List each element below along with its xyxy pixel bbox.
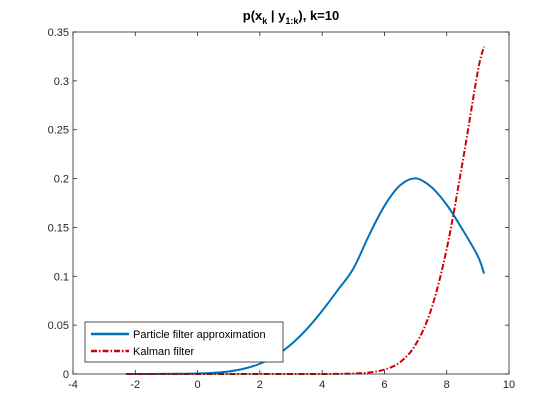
y-ticks-group: 0 0.05 0.1 0.15 0.2 0.25 0.3 0.35	[48, 27, 69, 381]
legend-label-kalman-filter: Kalman filter	[133, 346, 194, 358]
x-ticks-group: -4 -2 0 2 4 6 8 10	[68, 379, 515, 391]
axes-box	[72, 31, 510, 375]
axes-group	[72, 31, 510, 375]
x-tick-label: -4	[68, 379, 78, 391]
x-tick-label: 0	[195, 379, 201, 391]
x-tick-label: 8	[444, 379, 450, 391]
legend-label-particle-filter: Particle filter approximation	[133, 329, 266, 341]
x-tick-label: -2	[130, 379, 140, 391]
legend: Particle filter approximation Kalman fil…	[84, 321, 284, 363]
y-tick-label: 0.35	[48, 27, 69, 39]
y-tick-label: 0.2	[54, 174, 69, 186]
legend-box	[84, 321, 284, 363]
x-tick-label: 6	[381, 379, 387, 391]
plot-area	[73, 32, 509, 374]
y-tick-label: 0.25	[48, 125, 69, 137]
x-tick-label: 10	[503, 379, 515, 391]
y-tick-label: 0.05	[48, 320, 69, 332]
y-tick-label: 0.3	[54, 76, 69, 88]
x-tick-label: 4	[319, 379, 325, 391]
y-tick-label: 0.1	[54, 271, 69, 283]
chart-title: p(xk | y1:k), k=10	[243, 8, 339, 26]
y-tick-label: 0.15	[48, 222, 69, 234]
y-tick-label: 0	[63, 369, 69, 381]
x-tick-label: 2	[257, 379, 263, 391]
